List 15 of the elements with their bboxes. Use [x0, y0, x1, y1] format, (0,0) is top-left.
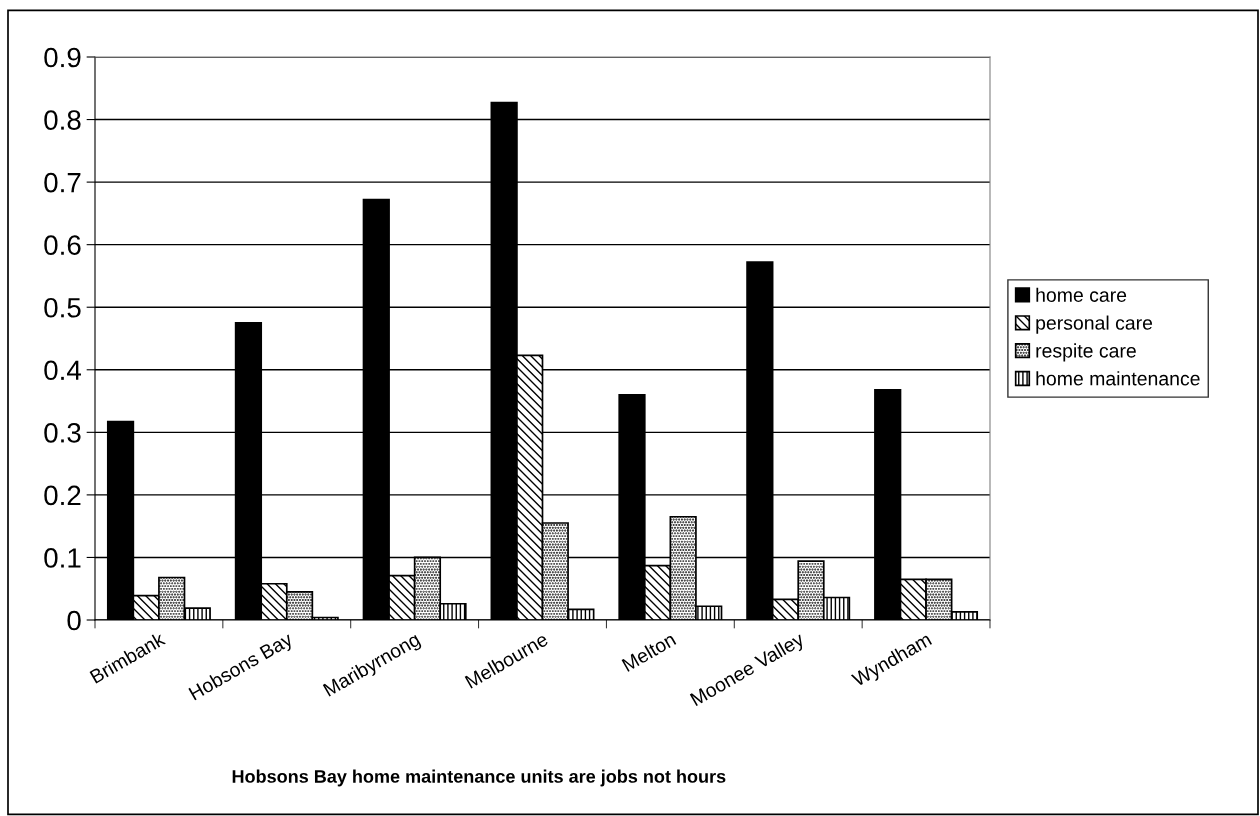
text: Hobsons Bay home maintenance units are jobs not hours: [232, 769, 726, 787]
y-tick-label: 0.7: [44, 172, 81, 193]
legend-label: respite care: [1036, 343, 1136, 362]
y-tick-label: 0.3: [44, 423, 81, 443]
y-tick-label: 0.2: [44, 485, 81, 506]
y-tick-label: 0.9: [44, 47, 81, 68]
y-tick-label: 0.1: [44, 548, 81, 568]
y-tick-label: 0.8: [44, 110, 81, 130]
y-tick-label: 0.5: [44, 297, 81, 318]
y-tick-label: 0.6: [44, 235, 81, 256]
y-tick-label: 0: [67, 610, 81, 631]
y-tick-label: 0.4: [44, 360, 81, 381]
legend-label: home maintenance: [1036, 371, 1200, 386]
legend-label: home care: [1036, 287, 1127, 302]
legend-label: personal care: [1036, 315, 1153, 334]
